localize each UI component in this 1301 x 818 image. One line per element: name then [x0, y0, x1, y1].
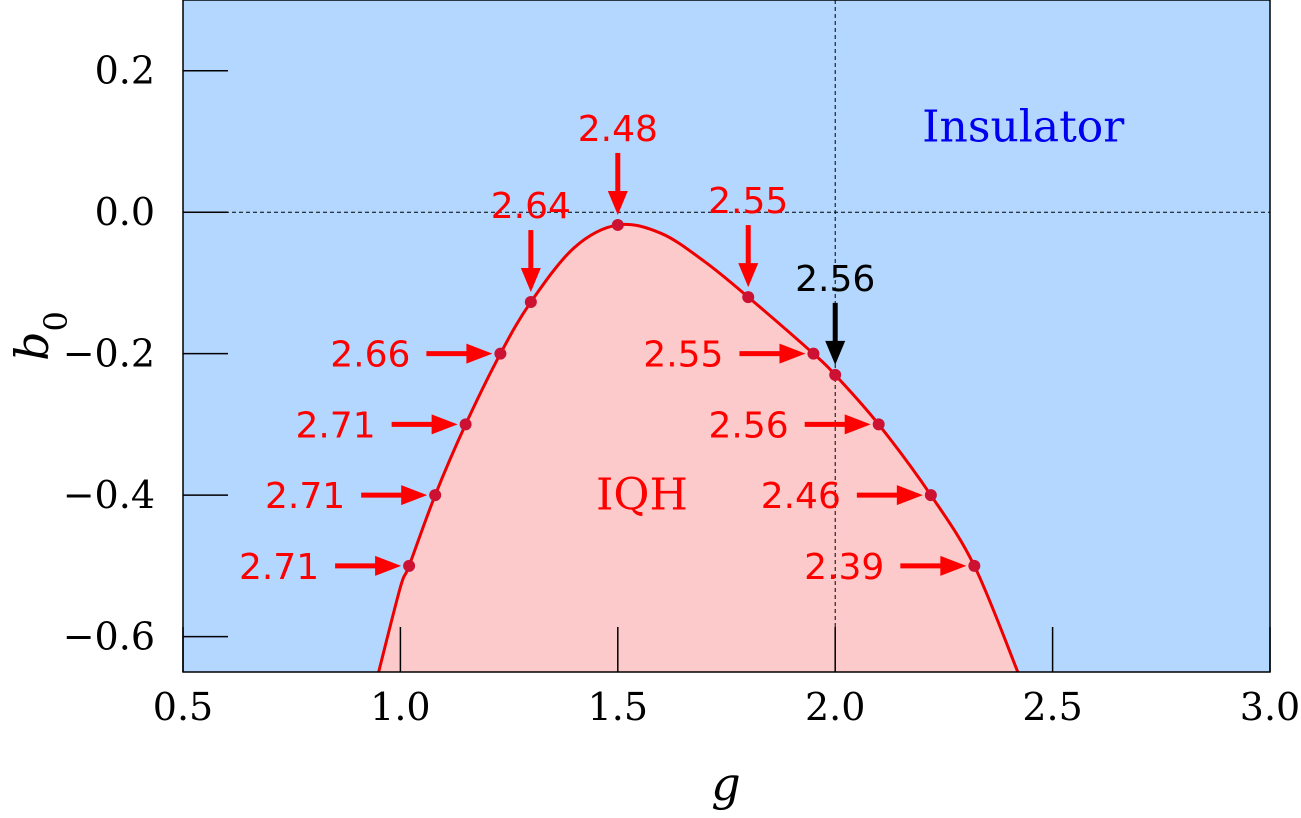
annotation-label: 2.66: [330, 335, 410, 376]
annotation-arrowhead: [844, 414, 871, 435]
annotation-arrowhead: [520, 268, 541, 293]
boundary-point-marker: [403, 559, 416, 572]
y-axis-label-subscript: 0: [37, 311, 75, 331]
annotation-label: 2.71: [295, 405, 375, 446]
annotation-label: 2.71: [265, 476, 345, 517]
boundary-point-marker: [429, 489, 442, 502]
y-tick-label: 0.2: [95, 49, 155, 93]
boundary-point-marker: [459, 418, 472, 431]
annotation-label: 2.48: [578, 109, 658, 150]
y-tick-label: −0.4: [63, 473, 155, 517]
x-axis-label: g: [711, 757, 740, 811]
region-label-insulator: Insulator: [922, 101, 1125, 152]
x-tick-label: 3.0: [1240, 685, 1300, 729]
annotation-arrowhead: [738, 263, 759, 288]
annotation-arrowhead: [825, 340, 846, 365]
plot-frame: [182, 0, 1271, 673]
y-tick-label: −0.2: [63, 332, 155, 376]
boundary-point-marker: [872, 418, 885, 431]
boundary-point-marker: [924, 489, 937, 502]
boundary-point-marker: [968, 559, 981, 572]
y-tick-label: −0.6: [63, 615, 155, 659]
annotation-arrowhead: [431, 414, 458, 435]
annotation-label: 2.46: [761, 476, 841, 517]
x-tick-label: 1.0: [370, 685, 430, 729]
x-tick-label: 2.5: [1022, 685, 1082, 729]
annotation-label: 2.71: [239, 547, 319, 588]
y-axis-label-base: b: [5, 331, 59, 360]
annotation-label: 2.56: [709, 405, 789, 446]
annotation-label: 2.56: [795, 259, 875, 300]
x-tick-label: 2.0: [805, 685, 865, 729]
boundary-point-marker: [524, 296, 537, 309]
annotation-label: 2.55: [708, 181, 788, 222]
boundary-point-marker: [611, 218, 624, 231]
boundary-point-marker: [494, 347, 507, 360]
phase-boundary-line: [377, 222, 1020, 672]
annotation-arrowhead: [375, 555, 402, 576]
iqh-region: [378, 224, 1018, 672]
annotation-arrowhead: [466, 343, 493, 364]
annotation-label: 2.64: [491, 186, 571, 227]
y-axis-label: b0: [5, 311, 75, 361]
annotation-arrowhead: [940, 555, 967, 576]
annotation-label: 2.55: [643, 335, 723, 376]
annotation-arrowhead: [607, 190, 628, 215]
x-tick-label: 0.5: [153, 685, 213, 729]
annotation-arrowhead: [896, 485, 923, 506]
annotation-arrowhead: [401, 485, 428, 506]
annotation-arrowhead: [779, 343, 806, 364]
boundary-point-marker: [742, 291, 755, 304]
annotation-label: 2.39: [804, 547, 884, 588]
y-tick-label: 0.0: [95, 190, 155, 234]
x-tick-label: 1.5: [588, 685, 648, 729]
boundary-point-marker: [829, 368, 842, 381]
boundary-point-marker: [807, 347, 820, 360]
region-label-iqh: IQH: [596, 469, 688, 520]
